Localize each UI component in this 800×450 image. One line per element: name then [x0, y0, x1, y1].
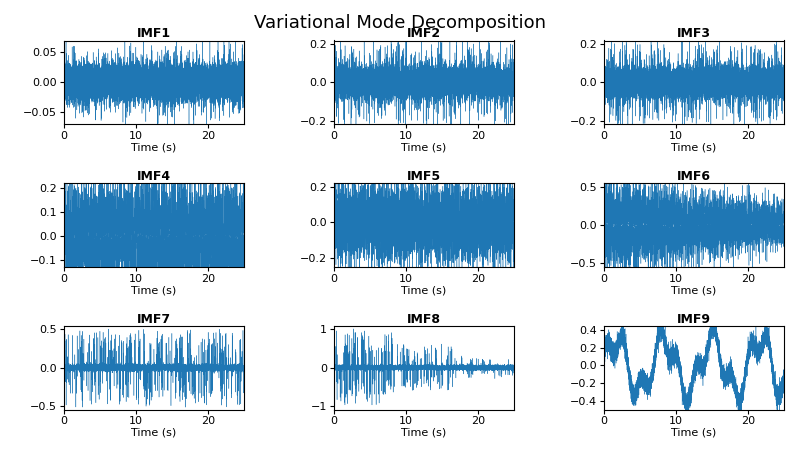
Text: Variational Mode Decomposition: Variational Mode Decomposition [254, 14, 546, 32]
Title: IMF5: IMF5 [407, 170, 441, 183]
Title: IMF1: IMF1 [137, 27, 171, 40]
X-axis label: Time (s): Time (s) [131, 428, 177, 438]
Title: IMF9: IMF9 [677, 313, 711, 326]
X-axis label: Time (s): Time (s) [131, 143, 177, 153]
X-axis label: Time (s): Time (s) [402, 285, 446, 295]
Title: IMF6: IMF6 [677, 170, 711, 183]
X-axis label: Time (s): Time (s) [131, 285, 177, 295]
Title: IMF4: IMF4 [137, 170, 171, 183]
X-axis label: Time (s): Time (s) [671, 285, 717, 295]
X-axis label: Time (s): Time (s) [671, 428, 717, 438]
Title: IMF2: IMF2 [407, 27, 441, 40]
X-axis label: Time (s): Time (s) [402, 143, 446, 153]
Title: IMF3: IMF3 [677, 27, 711, 40]
X-axis label: Time (s): Time (s) [671, 143, 717, 153]
Title: IMF8: IMF8 [407, 313, 441, 326]
Title: IMF7: IMF7 [137, 313, 171, 326]
X-axis label: Time (s): Time (s) [402, 428, 446, 438]
